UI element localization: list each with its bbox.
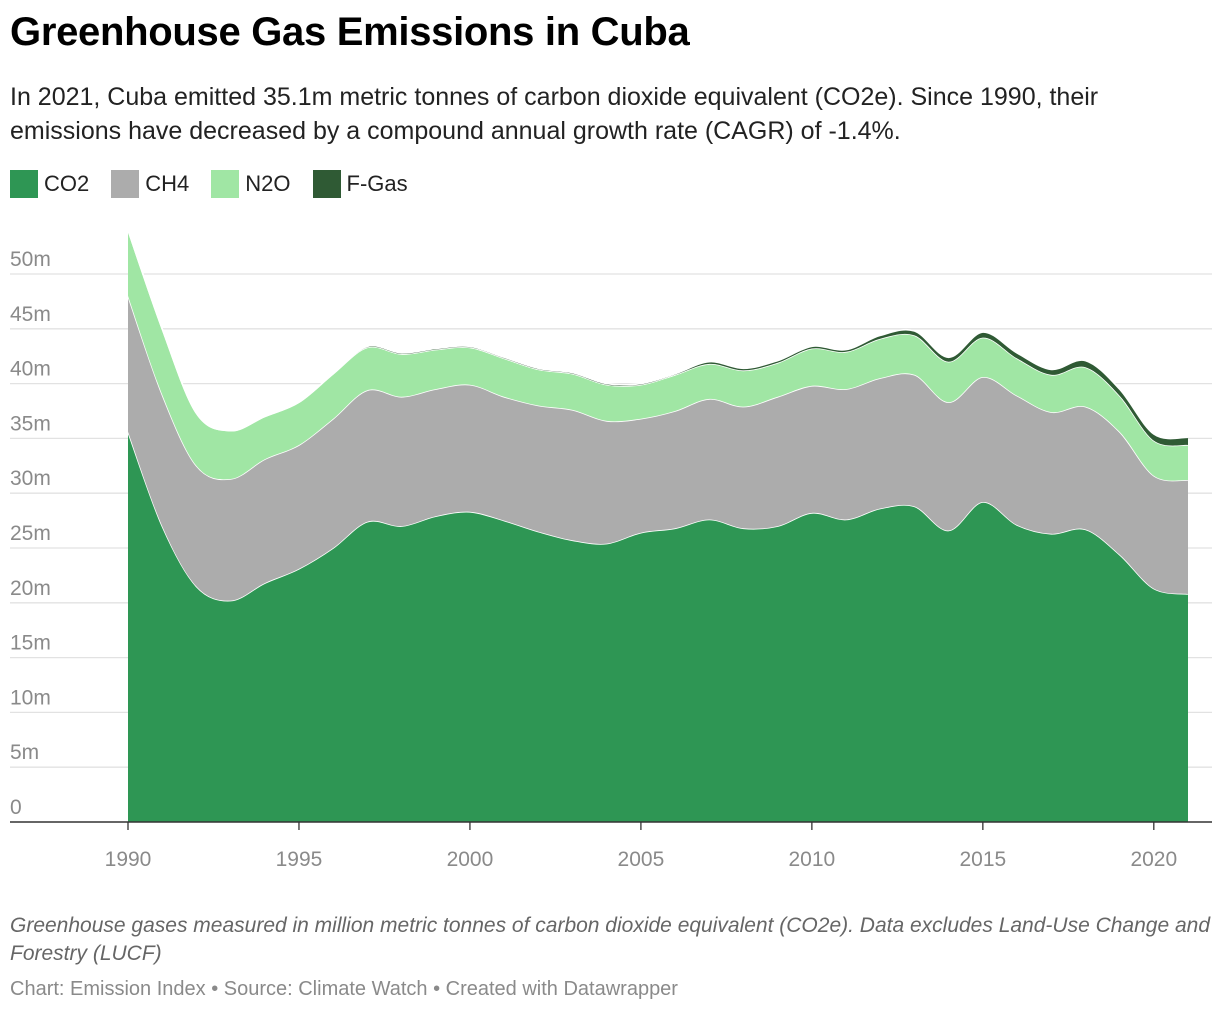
y-tick-label: 30m (10, 467, 51, 490)
axes: 0 5m 10m 15m 20m 25m 30m 35m 40m 45m 50m 1990 1995 20… (10, 248, 1212, 871)
area-fgas (128, 230, 1188, 446)
x-tick-label: 2015 (959, 848, 1006, 871)
y-tick-label: 15m (10, 632, 51, 655)
y-tick-label: 20m (10, 577, 51, 600)
x-tick-label: 1990 (105, 848, 152, 871)
stacked-areas (127, 229, 1189, 822)
legend-swatch-co2 (10, 170, 38, 198)
legend-item-ch4: CH4 (111, 170, 189, 198)
y-tick-label: 35m (10, 412, 51, 435)
legend-label-ch4: CH4 (145, 171, 190, 196)
area-co2 (128, 431, 1188, 822)
x-tick-label: 2005 (618, 848, 665, 871)
legend-label-n2o: N2O (245, 171, 291, 196)
x-tick-label: 2020 (1130, 848, 1177, 871)
area-fgas-edge (127, 229, 1189, 440)
chart-note: Greenhouse gases measured in million met… (10, 914, 1211, 965)
y-tick-label: 40m (10, 358, 51, 381)
x-tick-label: 2010 (789, 848, 836, 871)
legend-label-co2: CO2 (44, 171, 90, 196)
y-tick-label: 0 (10, 796, 22, 819)
chart-title: Greenhouse Gas Emissions in Cuba (10, 10, 690, 54)
legend-swatch-n2o (211, 170, 240, 198)
y-tick-label: 45m (10, 303, 51, 326)
legend-swatch-ch4 (111, 170, 140, 198)
legend-item-co2: CO2 (10, 170, 89, 198)
x-tick-label: 2000 (447, 848, 494, 871)
area-n2o (128, 230, 1188, 481)
chart-subtitle: In 2021, Cuba emitted 35.1m metric tonne… (10, 83, 1099, 145)
legend: CO2 CH4 N2O F-Gas (10, 170, 430, 198)
legend-swatch-fgas (312, 170, 341, 198)
y-tick-label: 5m (10, 741, 39, 764)
area-chart: 0 5m 10m 15m 20m 25m 30m 35m 40m 45m 50m 1990 1995 20… (10, 229, 1212, 871)
chart-credit: Chart: Emission Index • Source: Climate … (10, 978, 678, 1000)
legend-item-n2o: N2O (211, 170, 291, 198)
x-tick-label: 1995 (276, 848, 323, 871)
legend-item-fgas: F-Gas (312, 170, 408, 198)
area-ch4 (128, 295, 1188, 601)
y-tick-label: 10m (10, 686, 51, 709)
y-tick-label: 25m (10, 522, 51, 545)
legend-label-fgas: F-Gas (346, 171, 408, 196)
y-tick-label: 50m (10, 248, 51, 271)
